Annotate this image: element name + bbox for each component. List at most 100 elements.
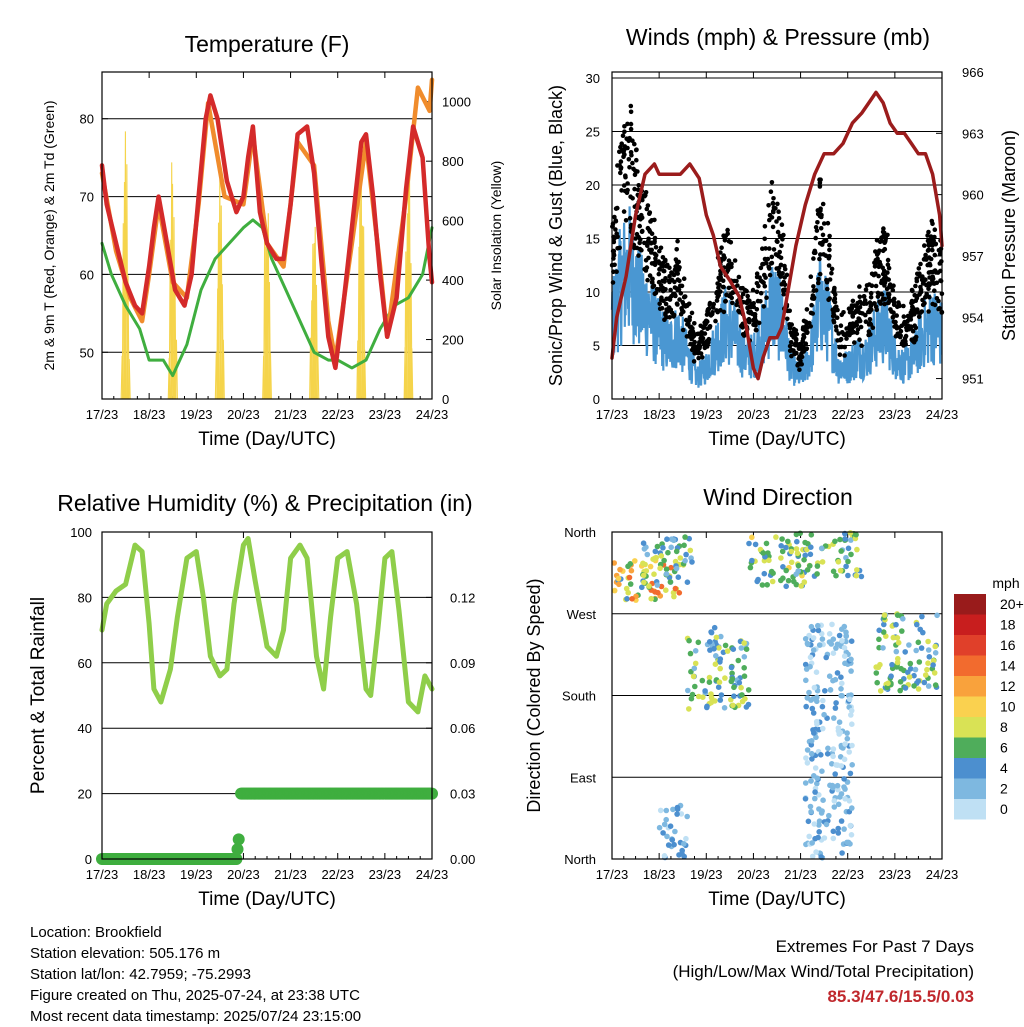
panel4-direction-point	[934, 612, 940, 619]
panel2-y-axis-title: Sonic/Prop Wind & Gust (Blue, Black)	[546, 85, 566, 386]
panel2-gust-point	[754, 271, 760, 277]
panel4-direction-point	[676, 590, 683, 596]
panel2-gust-point	[675, 238, 680, 244]
panel4-direction-point	[838, 686, 844, 692]
panel4-direction-point	[654, 543, 661, 550]
panel4-direction-point	[926, 654, 933, 660]
panel3-x-tick-label: 21/23	[274, 867, 307, 882]
panel4-direction-point	[667, 823, 674, 829]
panel4-direction-point	[830, 835, 837, 842]
panel2-gust-point	[623, 218, 629, 223]
panel1-solar-spike	[126, 275, 130, 400]
panel4-direction-point	[835, 825, 841, 832]
panel2-gust-point	[820, 232, 826, 238]
panel4-direction-point	[902, 649, 908, 655]
panel2-y2-tick-label: 957	[962, 249, 984, 264]
panel2-gust-point	[637, 223, 642, 229]
panel1-frame	[101, 71, 433, 400]
panel4-direction-point	[930, 658, 937, 664]
legend-label: 16	[1000, 637, 1016, 653]
panel2-gust-point	[758, 278, 764, 284]
panel2-gust-point	[914, 278, 920, 284]
panel4-direction-point	[654, 582, 661, 588]
panel2-gust-point	[795, 363, 800, 368]
panel4-direction-point	[617, 566, 623, 573]
panel2-gust-point	[636, 183, 641, 188]
panel2-gust-point	[754, 274, 760, 280]
panel4-direction-point	[809, 840, 815, 846]
panel2-gust-point	[677, 278, 682, 284]
panel4-direction-point	[681, 841, 687, 847]
panel2-gust-point	[885, 257, 891, 263]
panel2-gust-point	[754, 307, 760, 312]
panel2-gust-point	[811, 256, 816, 261]
panel4-direction-point	[718, 692, 725, 698]
panel4-direction-point	[812, 795, 818, 802]
panel4-direction-point	[641, 546, 648, 552]
panel2-y2-tick-label: 951	[962, 372, 984, 387]
panel4-direction-point	[845, 545, 852, 552]
panel2-gust-point	[770, 200, 776, 206]
panel4-direction-point	[674, 811, 680, 817]
panel2-y-tick-label: 10	[586, 285, 600, 300]
panel4-direction-point	[738, 645, 745, 651]
panel4-direction-point	[648, 595, 654, 602]
panel2-gust-point	[835, 338, 840, 343]
panel2-gust-point	[803, 341, 809, 347]
panel2-gust-point	[777, 233, 783, 239]
panel2-gust-point	[630, 196, 635, 201]
info-location: Location: Brookfield	[30, 924, 162, 941]
panel4-direction-point	[668, 544, 674, 551]
panel4-direction-point	[890, 634, 897, 641]
panel2-gust-point	[671, 314, 676, 319]
panel2-gust-point	[801, 334, 807, 340]
panel2-gust-point	[673, 264, 678, 269]
panel2-gust-point	[644, 206, 650, 212]
panel4-direction-point	[925, 647, 932, 653]
panel4-direction-point	[810, 647, 817, 653]
panel2-gust-point	[715, 281, 720, 286]
panel4-direction-point	[844, 730, 850, 736]
panel2-gust-point	[624, 190, 630, 196]
panel4-x-tick-label: 24/23	[926, 867, 959, 882]
panel2-gust-point	[909, 298, 915, 304]
panel2-gust-point	[612, 214, 617, 220]
panel3-title: Relative Humidity (%) & Precipitation (i…	[57, 490, 472, 516]
panel2-gust-point	[627, 215, 633, 221]
panel3-precip-point	[232, 833, 245, 846]
panel4-direction-point	[897, 679, 904, 685]
panel4-direction-point	[795, 562, 802, 569]
panel4-x-tick-label: 23/23	[879, 867, 912, 882]
panel4-direction-point	[793, 531, 800, 538]
panel4-direction-point	[754, 578, 760, 585]
panel4-direction-point	[717, 656, 724, 662]
panel2-gust-point	[770, 224, 776, 230]
panel4-direction-point	[839, 850, 845, 856]
panel2-gust-point	[872, 264, 878, 269]
panel2-gust-point	[660, 260, 666, 266]
panel4-direction-point	[832, 538, 838, 545]
panel2-gust-point	[695, 350, 701, 356]
panel4-direction-point	[834, 641, 841, 648]
panel4-direction-point	[837, 567, 844, 574]
panel2-gust-point	[844, 336, 849, 341]
panel4-direction-point	[708, 629, 715, 636]
panel4-direction-point	[629, 596, 635, 602]
panel2-gust-point	[658, 283, 664, 288]
panel2-gust-point	[766, 203, 771, 208]
panel2-gust-point	[780, 237, 785, 242]
panel4-direction-point	[730, 646, 737, 652]
panel2-gust-point	[764, 295, 769, 301]
panel2-gust-point	[632, 141, 637, 147]
panel2-gust-point	[762, 224, 768, 229]
panel4-direction-point	[839, 626, 845, 632]
panel4-direction-point	[677, 555, 684, 561]
panel2-gust-point	[868, 332, 873, 337]
panel4-direction-point	[814, 694, 820, 701]
panel2-gust-point	[633, 147, 639, 153]
panel3-y-tick-label: 20	[78, 787, 92, 802]
panel3-x-tick-label: 19/23	[180, 867, 213, 882]
panel2-gust-point	[696, 342, 702, 348]
panel2-gust-point	[825, 220, 831, 226]
panel4-direction-point	[846, 696, 853, 703]
